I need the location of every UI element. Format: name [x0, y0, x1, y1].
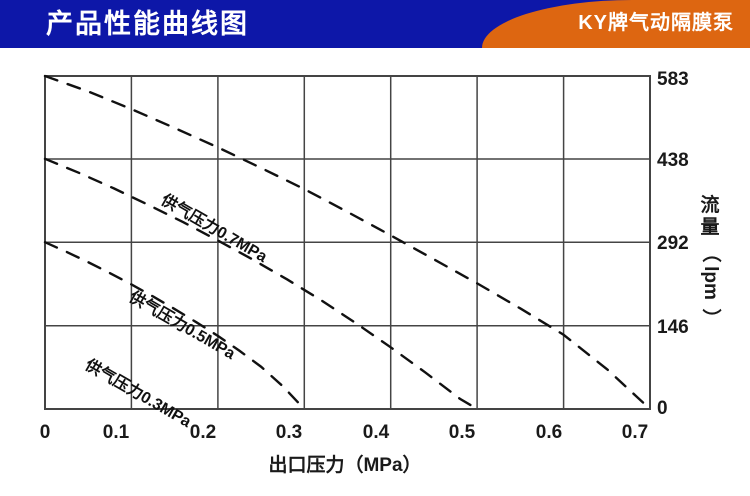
x-tick-0.6: 0.6: [536, 422, 562, 443]
y-axis-title-paren-close: ）: [700, 308, 723, 327]
page-title: 产品性能曲线图: [46, 9, 249, 39]
x-tick-0.1: 0.1: [103, 422, 130, 443]
y-axis-title-paren-open: （: [700, 243, 723, 262]
curve-label-0.3mpa: 供气压力0.3MPa: [81, 355, 195, 432]
plot-grid: [44, 75, 651, 410]
curve-label-0.7mpa: 供气压力0.7MPa: [157, 190, 271, 267]
x-tick-0.4: 0.4: [363, 422, 390, 443]
curve-supply-0.5mpa: [43, 157, 479, 411]
x-tick-0.5: 0.5: [449, 422, 476, 443]
y-tick-146: 146: [657, 317, 689, 338]
performance-chart: 供气压力0.7MPa 供气压力0.5MPa 供气压力0.3MPa 583 438…: [40, 69, 723, 476]
x-tick-0: 0: [40, 422, 51, 443]
curve-label-0.5mpa: 供气压力0.5MPa: [125, 287, 239, 364]
y-axis-tick-labels: 583 438 292 146 0: [657, 69, 689, 419]
x-tick-0.3: 0.3: [276, 422, 302, 443]
curve-supply-0.7mpa: [43, 74, 652, 411]
y-axis-title: 流 量 （ lpm ）: [700, 193, 723, 328]
y-tick-583: 583: [657, 69, 689, 90]
header-bar: 产品性能曲线图 KY牌气动隔膜泵: [0, 0, 750, 48]
x-axis-title: 出口压力（MPa）: [268, 453, 421, 476]
x-tick-0.7: 0.7: [622, 422, 648, 443]
curve-series-group: [43, 74, 652, 411]
y-tick-0: 0: [657, 398, 668, 419]
curve-supply-0.3mpa: [43, 241, 306, 411]
y-tick-438: 438: [657, 150, 689, 171]
brand-badge: KY牌气动隔膜泵: [482, 0, 750, 48]
x-axis-tick-labels: 0 0.1 0.2 0.3 0.4 0.5 0.6 0.7: [40, 422, 649, 443]
y-axis-title-char-liu: 流: [700, 193, 719, 216]
x-tick-0.2: 0.2: [190, 422, 216, 443]
y-axis-title-unit: lpm: [700, 266, 721, 300]
y-tick-292: 292: [657, 233, 689, 254]
y-axis-title-char-liang: 量: [700, 216, 719, 238]
brand-badge-label: KY牌气动隔膜泵: [578, 12, 734, 34]
chart-region: 供气压力0.7MPa 供气压力0.5MPa 供气压力0.3MPa 583 438…: [0, 48, 750, 496]
